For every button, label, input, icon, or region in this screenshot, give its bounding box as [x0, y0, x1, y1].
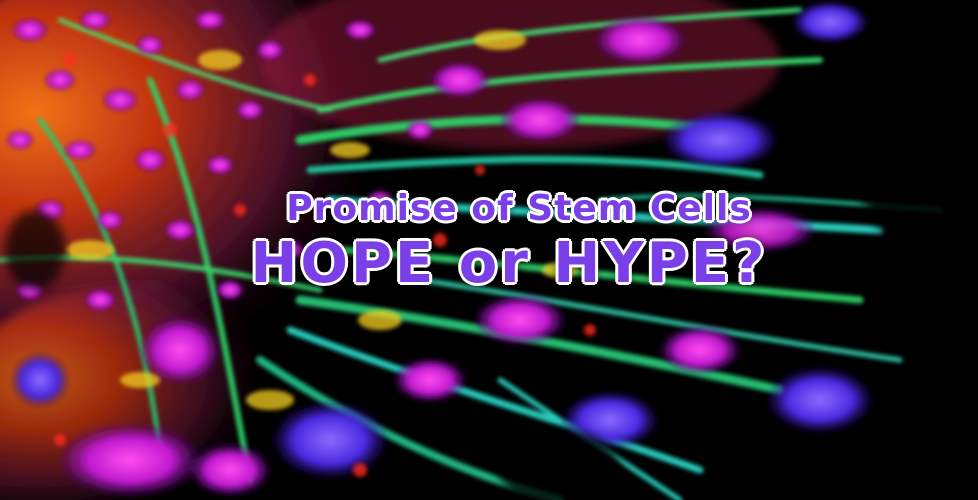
stem-cell-microscopy-image: Promise of Stem Cells HOPE or HYPE?	[0, 0, 978, 500]
fluorescent-cells-illustration	[0, 0, 978, 500]
